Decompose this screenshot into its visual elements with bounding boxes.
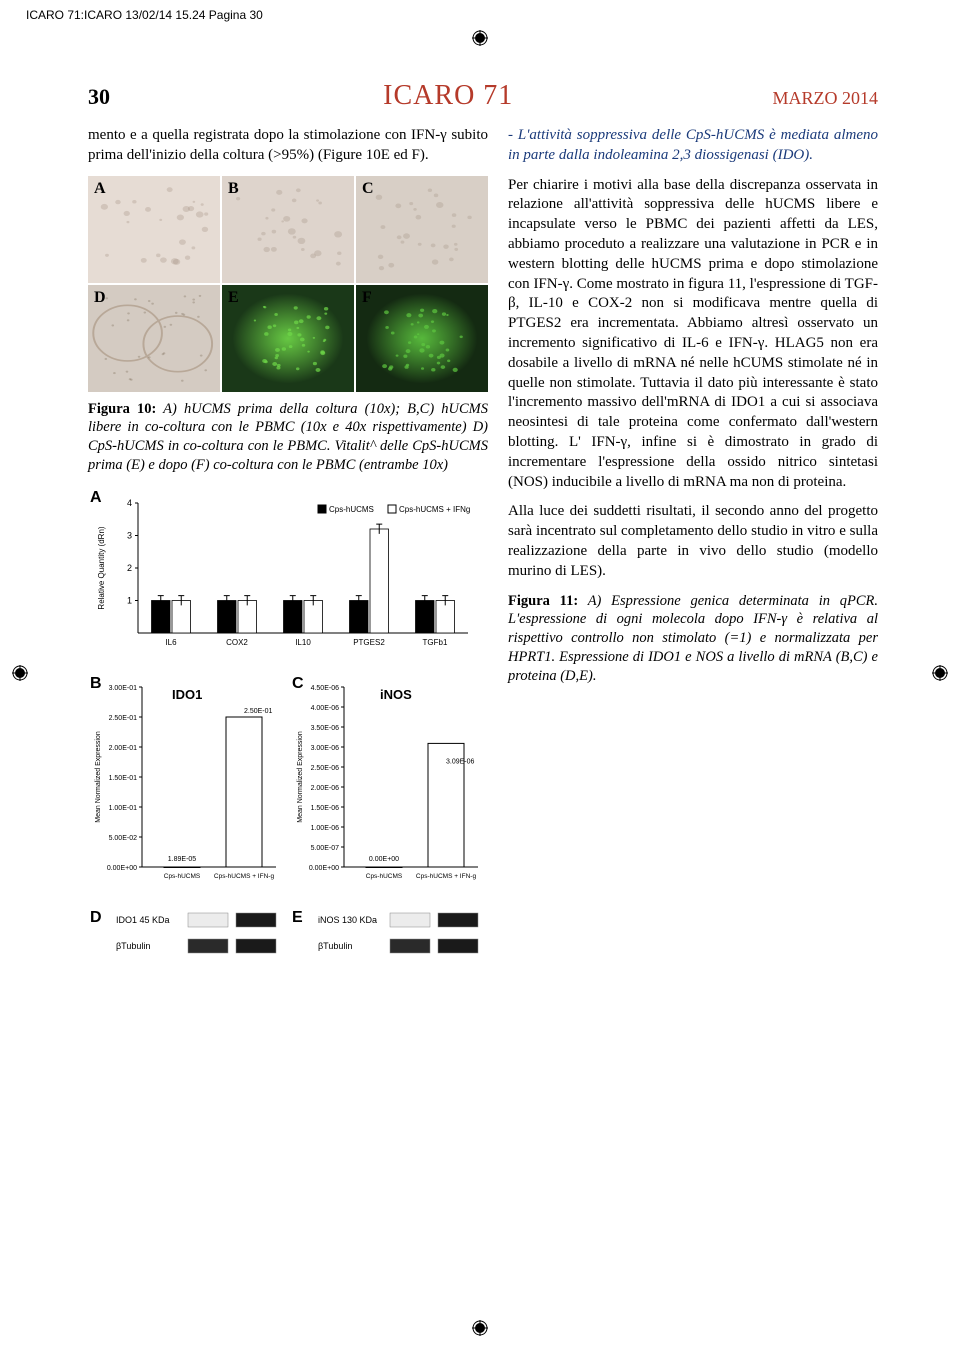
print-header: ICARO 71:ICARO 13/02/14 15.24 Pagina 30 xyxy=(26,8,263,22)
svg-text:iNOS: iNOS xyxy=(380,687,412,702)
svg-text:3.09E-06: 3.09E-06 xyxy=(446,758,475,765)
figure-11-caption: Figura 11: A) Espressione genica determi… xyxy=(508,592,878,686)
svg-text:IL10: IL10 xyxy=(295,638,311,647)
svg-text:3.50E-06: 3.50E-06 xyxy=(311,725,340,732)
chart-panel-a: A 1234Relative Quantity (dRn)IL6COX2IL10… xyxy=(88,487,488,667)
svg-text:iNOS 130 KDa: iNOS 130 KDa xyxy=(318,915,377,925)
figure-10-caption: Figura 10: A) hUCMS prima della coltura … xyxy=(88,400,488,475)
svg-text:IDO1: IDO1 xyxy=(172,687,202,702)
svg-text:Cps-hUCMS: Cps-hUCMS xyxy=(164,873,201,880)
svg-text:3.00E-01: 3.00E-01 xyxy=(109,685,138,692)
svg-text:2.50E-06: 2.50E-06 xyxy=(311,765,340,772)
svg-text:Cps-hUCMS: Cps-hUCMS xyxy=(329,505,374,514)
svg-text:5.00E-02: 5.00E-02 xyxy=(109,835,138,842)
fig10-panel-d: D xyxy=(88,285,220,392)
svg-text:βTubulin: βTubulin xyxy=(318,941,352,951)
svg-text:PTGES2: PTGES2 xyxy=(353,638,385,647)
svg-text:Mean Normalized Expression: Mean Normalized Expression xyxy=(95,731,102,823)
fig10-panel-f: F xyxy=(356,285,488,392)
svg-text:IDO1 45 KDa: IDO1 45 KDa xyxy=(116,915,170,925)
svg-text:1.50E-01: 1.50E-01 xyxy=(109,775,138,782)
intro-paragraph: mento e a quella registrata dopo la stim… xyxy=(88,126,488,166)
fig10-panel-c: C xyxy=(356,176,488,283)
journal-title: ICARO 71 xyxy=(124,80,772,112)
right-para-2: Alla luce dei suddetti risultati, il sec… xyxy=(508,502,878,581)
svg-text:1: 1 xyxy=(127,595,132,605)
svg-text:TGFb1: TGFb1 xyxy=(423,638,448,647)
chart-panel-e: E iNOS 130 KDaβTubulin xyxy=(290,907,488,982)
svg-text:0.00E+00: 0.00E+00 xyxy=(107,865,137,872)
svg-text:Cps-hUCMS: Cps-hUCMS xyxy=(366,873,403,880)
chart-panel-b: B 0.00E+005.00E-021.00E-011.50E-012.00E-… xyxy=(88,673,286,903)
issue-date: MARZO 2014 xyxy=(772,88,878,109)
chart-panel-c: C 0.00E+005.00E-071.00E-061.50E-062.00E-… xyxy=(290,673,488,903)
chart-panel-d: D IDO1 45 KDaβTubulin xyxy=(88,907,286,982)
svg-text:2.50E-01: 2.50E-01 xyxy=(109,715,138,722)
svg-text:2: 2 xyxy=(127,563,132,573)
registration-mark-top xyxy=(472,30,488,46)
svg-text:5.00E-07: 5.00E-07 xyxy=(311,845,340,852)
svg-text:3: 3 xyxy=(127,530,132,540)
svg-text:4: 4 xyxy=(127,498,132,508)
fig10-panel-b: B xyxy=(222,176,354,283)
svg-text:Relative Quantity (dRn): Relative Quantity (dRn) xyxy=(97,526,106,609)
svg-text:4.50E-06: 4.50E-06 xyxy=(311,685,340,692)
figure-10-image: ABC DEF xyxy=(88,176,488,392)
svg-text:1.50E-06: 1.50E-06 xyxy=(311,805,340,812)
svg-text:3.00E-06: 3.00E-06 xyxy=(311,745,340,752)
svg-text:4.00E-06: 4.00E-06 xyxy=(311,705,340,712)
svg-text:Cps-hUCMS + IFNg: Cps-hUCMS + IFNg xyxy=(399,505,470,514)
svg-text:2.50E-01: 2.50E-01 xyxy=(244,708,273,715)
registration-mark-left xyxy=(12,665,28,681)
page-header: 30 ICARO 71 MARZO 2014 xyxy=(88,80,878,112)
svg-text:IL6: IL6 xyxy=(165,638,177,647)
svg-text:0.00E+00: 0.00E+00 xyxy=(309,865,339,872)
svg-text:βTubulin: βTubulin xyxy=(116,941,150,951)
svg-text:COX2: COX2 xyxy=(226,638,248,647)
svg-text:0.00E+00: 0.00E+00 xyxy=(369,856,399,863)
svg-text:Cps-hUCMS + IFN-g: Cps-hUCMS + IFN-g xyxy=(214,873,275,880)
registration-mark-bottom xyxy=(472,1320,488,1336)
fig10-panel-e: E xyxy=(222,285,354,392)
fig10-panel-a: A xyxy=(88,176,220,283)
svg-text:1.89E-05: 1.89E-05 xyxy=(168,856,197,863)
svg-text:Cps-hUCMS + IFN-g: Cps-hUCMS + IFN-g xyxy=(416,873,477,880)
svg-text:1.00E-06: 1.00E-06 xyxy=(311,825,340,832)
svg-text:1.00E-01: 1.00E-01 xyxy=(109,805,138,812)
page-number: 30 xyxy=(88,84,124,110)
right-para-1b: Per chiarire i motivi alla base della di… xyxy=(508,176,878,493)
registration-mark-right xyxy=(932,665,948,681)
svg-text:2.00E-06: 2.00E-06 xyxy=(311,785,340,792)
svg-text:Mean Normalized Expression: Mean Normalized Expression xyxy=(297,731,304,823)
right-para-1: - L'attività soppressiva delle CpS-hUCMS… xyxy=(508,126,878,166)
svg-text:2.00E-01: 2.00E-01 xyxy=(109,745,138,752)
